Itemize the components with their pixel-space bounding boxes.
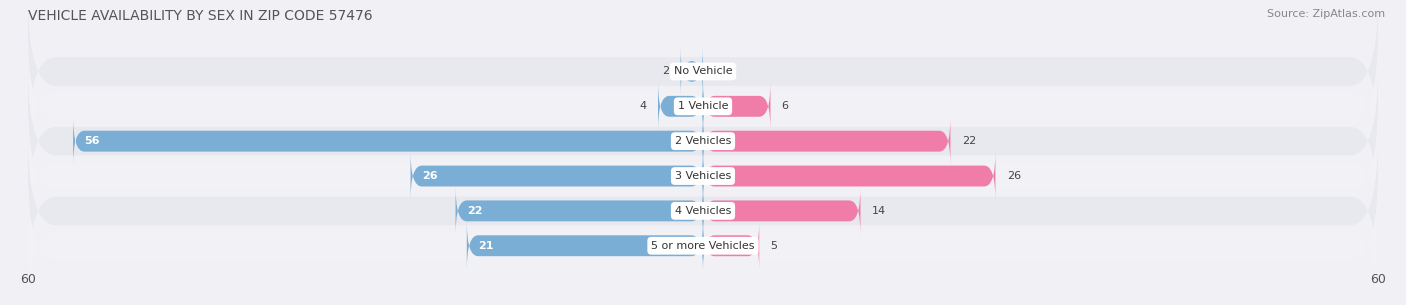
- FancyBboxPatch shape: [28, 0, 1378, 144]
- FancyBboxPatch shape: [703, 82, 770, 131]
- Legend: Male, Female: Male, Female: [633, 301, 773, 305]
- Text: No Vehicle: No Vehicle: [673, 66, 733, 77]
- Text: 2 Vehicles: 2 Vehicles: [675, 136, 731, 146]
- Text: 3 Vehicles: 3 Vehicles: [675, 171, 731, 181]
- FancyBboxPatch shape: [28, 103, 1378, 249]
- Text: 21: 21: [478, 241, 494, 251]
- Text: 2: 2: [662, 66, 669, 77]
- FancyBboxPatch shape: [28, 138, 1378, 284]
- Text: 1 Vehicle: 1 Vehicle: [678, 101, 728, 111]
- Text: Source: ZipAtlas.com: Source: ZipAtlas.com: [1267, 9, 1385, 19]
- FancyBboxPatch shape: [456, 186, 703, 235]
- FancyBboxPatch shape: [467, 221, 703, 270]
- FancyBboxPatch shape: [703, 186, 860, 235]
- Text: 56: 56: [84, 136, 100, 146]
- Text: 22: 22: [467, 206, 482, 216]
- FancyBboxPatch shape: [703, 152, 995, 200]
- FancyBboxPatch shape: [703, 221, 759, 270]
- FancyBboxPatch shape: [658, 82, 703, 131]
- Text: 0: 0: [714, 66, 721, 77]
- Text: 5 or more Vehicles: 5 or more Vehicles: [651, 241, 755, 251]
- FancyBboxPatch shape: [28, 173, 1378, 305]
- Text: 26: 26: [1007, 171, 1021, 181]
- Text: 5: 5: [770, 241, 778, 251]
- Text: 4: 4: [640, 101, 647, 111]
- FancyBboxPatch shape: [703, 117, 950, 166]
- FancyBboxPatch shape: [681, 47, 703, 96]
- Text: VEHICLE AVAILABILITY BY SEX IN ZIP CODE 57476: VEHICLE AVAILABILITY BY SEX IN ZIP CODE …: [28, 9, 373, 23]
- FancyBboxPatch shape: [411, 152, 703, 200]
- Text: 6: 6: [782, 101, 789, 111]
- FancyBboxPatch shape: [73, 117, 703, 166]
- Text: 26: 26: [422, 171, 437, 181]
- FancyBboxPatch shape: [28, 68, 1378, 214]
- FancyBboxPatch shape: [28, 34, 1378, 179]
- Text: 22: 22: [962, 136, 976, 146]
- Text: 14: 14: [872, 206, 886, 216]
- Text: 4 Vehicles: 4 Vehicles: [675, 206, 731, 216]
